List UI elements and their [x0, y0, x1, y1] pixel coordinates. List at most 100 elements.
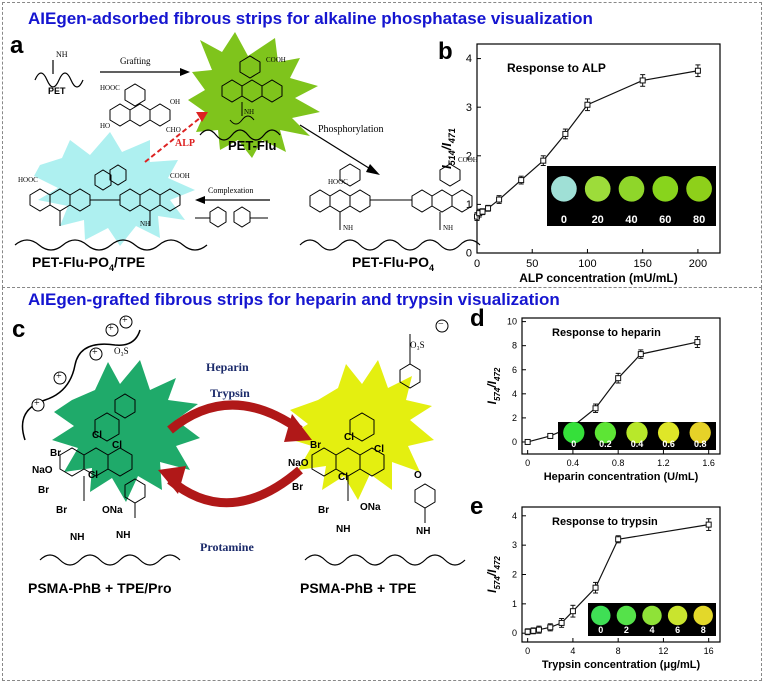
x-tick-label-d-0: 0 — [525, 458, 530, 468]
protamine-label: Protamine — [200, 540, 254, 554]
phosphorylation-label: Phosphorylation — [318, 124, 384, 135]
panel-a-label: a — [10, 32, 24, 59]
right-structure — [311, 334, 436, 523]
complex-structure — [29, 164, 181, 226]
y-tick-label-b-0: 0 — [466, 248, 472, 260]
x-tick-label-b-1: 50 — [526, 258, 538, 270]
inset-label-b-1: 20 — [592, 214, 604, 226]
inset-spot-e-2 — [642, 605, 662, 626]
right-br1: Br — [310, 440, 322, 451]
panel-c-label: c — [12, 316, 26, 343]
po4-nh-right: NH — [443, 224, 454, 232]
x-tick-label-b-3: 150 — [634, 258, 652, 270]
pet-label: PET — [48, 86, 66, 96]
y-tick-label-b-1: 1 — [466, 199, 472, 211]
minus-1: − — [438, 319, 444, 330]
inset-spot-e-4 — [693, 605, 713, 626]
grafting-label: Grafting — [120, 56, 151, 66]
x-tick-label-b-2: 100 — [578, 258, 596, 270]
green-burst-shape — [188, 32, 320, 158]
right-so3: O₃S — [410, 340, 425, 350]
y-tick-label-b-2: 2 — [466, 150, 472, 162]
x-tick-label-b-0: 0 — [474, 258, 480, 270]
section2-title: AIEgen-grafted fibrous strips for hepari… — [28, 290, 560, 309]
x-tick-label-e-2: 8 — [616, 646, 621, 656]
data-point-e-4 — [558, 619, 565, 626]
cycle-arrow-top — [167, 400, 303, 434]
data-point-b-7 — [562, 130, 569, 137]
right-caption: PSMA-PhB + TPE — [300, 580, 417, 596]
inset-spot-d-1 — [594, 422, 617, 444]
complexation-label: Complexation — [208, 186, 254, 195]
y-axis-label-text-b: I514/I471 — [439, 128, 457, 169]
y-axis-label-text-d: I574/I472 — [485, 367, 502, 404]
y-axis-label-text-e: I574/I472 — [485, 556, 502, 593]
po4-cooh: COOH — [458, 156, 478, 164]
plot-frame-b — [476, 43, 721, 254]
y-tick-label-b-3: 3 — [466, 102, 472, 114]
left-br2: Br — [38, 485, 50, 496]
annotation-b: Response to ALP — [507, 61, 606, 75]
x-tick-label-e-1: 4 — [570, 646, 575, 656]
po4-nh-left: NH — [343, 224, 354, 232]
inset-label-d-3: 0.6 — [662, 439, 675, 449]
fluorescein-reagent — [109, 83, 171, 127]
y-tick-label-d-0: 0 — [512, 437, 517, 447]
inset-spot-b-3 — [652, 175, 679, 202]
y-label-part-e-0: I — [485, 589, 499, 593]
left-ona: ONa — [102, 505, 123, 516]
plus-3: + — [92, 347, 98, 358]
right-br2: Br — [292, 482, 304, 493]
plus-5: + — [122, 315, 128, 326]
bottom-section-frame — [2, 287, 762, 681]
y-axis-label-d: I574/I472 — [485, 367, 502, 404]
data-point-d-6 — [694, 339, 701, 346]
inset-spot-b-0 — [551, 175, 577, 202]
plus-4: + — [108, 323, 114, 334]
left-caption: PSMA-PhB + TPE/Pro — [28, 580, 172, 596]
alp-label: ALP — [175, 138, 195, 149]
panel-d-label: d — [470, 305, 485, 332]
inset-label-e-0: 0 — [598, 625, 603, 635]
x-axis-label-e: Trypsin concentration (μg/mL) — [542, 659, 701, 671]
left-so3: O₃S — [114, 346, 129, 356]
y-tick-label-e-4: 4 — [512, 511, 517, 521]
data-point-b-2 — [479, 208, 486, 215]
panel-e-label: e — [470, 493, 484, 520]
left-br3: Br — [56, 505, 68, 516]
pet-nh: NH — [56, 50, 68, 59]
data-point-b-5 — [518, 177, 525, 184]
inset-spot-d-3 — [657, 422, 680, 444]
x-tick-label-d-4: 1.6 — [702, 458, 715, 468]
y-label-part-d-2: /I — [485, 380, 499, 388]
y-label-part-d-0: I — [485, 400, 499, 404]
pet-flu-label: PET-Flu — [228, 138, 277, 153]
inset-label-e-4: 8 — [701, 625, 706, 635]
pet-flu-po4-tpe-label: PET-Flu-PO4/TPE — [32, 254, 146, 273]
inset-spot-b-4 — [686, 175, 712, 202]
reagent-oh: OH — [170, 98, 181, 106]
yellow-burst-shape — [286, 360, 434, 500]
inset-spot-d-0 — [563, 422, 585, 444]
data-point-e-7 — [615, 536, 622, 543]
data-point-e-0 — [524, 628, 531, 635]
data-point-b-3 — [485, 205, 492, 212]
inset-label-d-0: 0 — [571, 439, 576, 449]
pet-chain — [34, 72, 84, 88]
pet-flu-po4-structure — [309, 163, 473, 230]
data-point-d-3 — [592, 405, 599, 412]
y-label-part-e-3: 472 — [493, 556, 502, 571]
left-nh2: NH — [116, 530, 131, 541]
inset-label-b-0: 0 — [561, 214, 567, 226]
inset-spot-b-1 — [584, 175, 611, 202]
complex-hooc: HOOC — [18, 176, 38, 184]
inset-spot-e-3 — [667, 605, 688, 626]
complex-cooh: COOH — [170, 172, 190, 180]
inset-label-e-1: 2 — [624, 625, 629, 635]
left-br1: Br — [50, 448, 62, 459]
annotation-e: Response to trypsin — [552, 516, 658, 528]
reagent-cho: CHO — [166, 126, 181, 134]
data-point-d-0 — [524, 438, 531, 445]
data-point-e-6 — [592, 584, 599, 591]
